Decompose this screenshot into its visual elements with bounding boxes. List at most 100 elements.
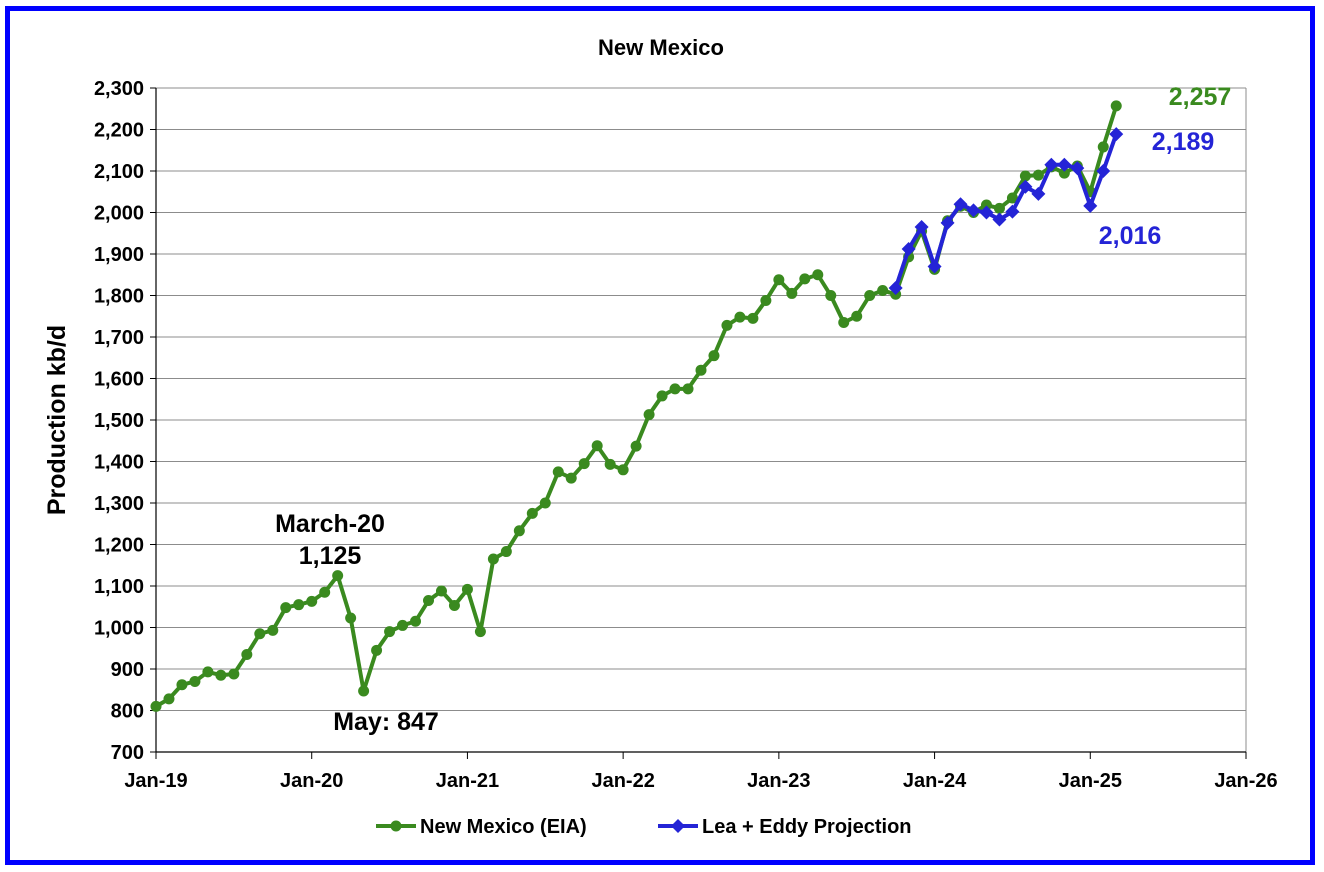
legend-item: Lea + Eddy Projection — [658, 816, 912, 838]
data-point — [1018, 179, 1033, 194]
data-point — [565, 472, 577, 484]
data-point — [552, 466, 564, 478]
data-point — [851, 310, 863, 322]
y-tick-labels: 700 800 900 1,000 1,100 1,200 1,300 1,400 1,500 1… — [94, 78, 144, 764]
data-point — [786, 287, 798, 299]
x-tick-label: Jan-21 — [436, 770, 499, 792]
data-point — [513, 525, 525, 537]
data-point — [176, 679, 188, 691]
data-point — [656, 390, 668, 402]
annotation: March-20 1,125 — [275, 510, 385, 570]
data-point — [877, 285, 889, 297]
y-axis-title: Production kb/d — [43, 325, 71, 515]
legend-marker — [671, 819, 685, 833]
grid — [156, 87, 1247, 752]
y-tick-label: 1,700 — [94, 327, 144, 349]
legend-item: New Mexico (EIA) — [376, 816, 587, 838]
data-point — [940, 215, 955, 230]
data-point — [241, 648, 253, 660]
data-point — [773, 274, 785, 286]
data-point — [1097, 141, 1109, 153]
data-point — [448, 600, 460, 612]
series-line — [155, 105, 1119, 709]
data-point — [1044, 157, 1059, 172]
data-point — [189, 675, 201, 687]
y-tick-label: 1,200 — [94, 535, 144, 557]
annotation: 2,016 — [1099, 222, 1162, 250]
data-point — [825, 290, 837, 301]
y-tick-label: 800 — [111, 701, 144, 723]
data-point — [1057, 157, 1072, 172]
data-point — [397, 619, 409, 631]
annotation: May: 847 — [333, 708, 439, 736]
data-point — [708, 350, 720, 362]
y-tick-label: 1,900 — [94, 244, 144, 266]
annotations: March-20 1,125 May: 847 2,257 2,189 2,016 — [275, 83, 1231, 736]
data-point — [215, 669, 227, 681]
data-point — [966, 203, 981, 218]
data-point — [980, 199, 992, 211]
data-point — [500, 546, 512, 558]
y-tick-label: 1,100 — [94, 576, 144, 598]
data-point — [838, 316, 850, 328]
x-tick-label: Jan-24 — [903, 770, 967, 792]
data-point — [371, 644, 383, 656]
y-tick-label: 2,300 — [94, 78, 144, 100]
data-point — [306, 595, 318, 607]
data-point — [888, 281, 903, 296]
legend-label: Lea + Eddy Projection — [702, 816, 912, 838]
data-point — [526, 507, 538, 519]
data-point — [901, 242, 916, 257]
y-tick-label: 1,400 — [94, 452, 144, 474]
data-point — [163, 693, 175, 705]
series-eia — [150, 100, 1122, 712]
data-point — [979, 205, 994, 220]
legend-label: New Mexico (EIA) — [420, 816, 587, 838]
data-point — [461, 583, 473, 595]
x-tick-labels: Jan-19 Jan-20 Jan-21 Jan-22 Jan-23 Jan-24 Jan-… — [124, 770, 1277, 792]
data-point — [927, 259, 942, 274]
y-tick-label: 2,000 — [94, 203, 144, 225]
x-tick-label: Jan-20 — [280, 770, 343, 792]
data-point — [280, 602, 292, 614]
chart-title: New Mexico — [598, 35, 724, 60]
data-point — [319, 586, 331, 598]
data-point — [643, 409, 655, 421]
data-point — [254, 628, 266, 640]
data-point — [1096, 164, 1111, 178]
data-point — [150, 700, 162, 712]
annotation: 2,189 — [1152, 128, 1215, 156]
chart-frame — [5, 6, 1315, 865]
data-point — [1005, 204, 1020, 219]
y-tick-label: 1,800 — [94, 286, 144, 308]
data-point — [953, 197, 968, 212]
data-point — [1006, 192, 1018, 204]
data-point — [202, 666, 214, 678]
annotation-line: 2,257 — [1169, 83, 1232, 111]
data-point — [578, 458, 590, 470]
x-tick-label: Jan-23 — [747, 770, 810, 792]
data-point — [993, 202, 1005, 214]
data-point — [734, 311, 746, 323]
data-point — [799, 273, 811, 285]
data-point — [539, 497, 551, 509]
data-point — [1019, 170, 1031, 182]
data-point — [267, 624, 279, 636]
data-point — [410, 615, 422, 627]
series-projection — [888, 127, 1124, 296]
data-point — [293, 599, 305, 611]
annotation-line: March-20 — [275, 510, 385, 538]
data-point — [345, 612, 357, 624]
data-point — [228, 668, 240, 680]
data-point — [1031, 186, 1046, 201]
data-point — [1032, 169, 1044, 181]
data-point — [487, 553, 499, 565]
y-tick-label: 1,000 — [94, 618, 144, 640]
data-point — [435, 585, 447, 597]
data-point — [332, 570, 344, 582]
data-point — [747, 312, 759, 324]
data-point — [474, 626, 486, 638]
data-point — [695, 364, 707, 376]
data-point — [1083, 198, 1098, 213]
